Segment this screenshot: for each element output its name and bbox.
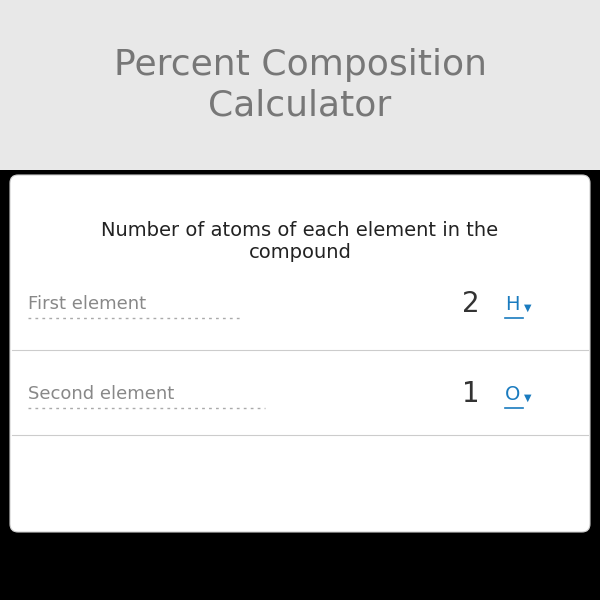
Text: Second element: Second element xyxy=(28,385,174,403)
Text: compound: compound xyxy=(248,242,352,262)
Text: 2: 2 xyxy=(463,290,480,318)
FancyBboxPatch shape xyxy=(10,175,590,532)
Text: O: O xyxy=(505,385,520,403)
Text: Percent Composition: Percent Composition xyxy=(113,48,487,82)
Text: H: H xyxy=(505,295,520,313)
Text: Number of atoms of each element in the: Number of atoms of each element in the xyxy=(101,220,499,239)
Text: 1: 1 xyxy=(463,380,480,408)
Text: First element: First element xyxy=(28,295,146,313)
Text: ▼: ▼ xyxy=(524,303,532,313)
Text: ▼: ▼ xyxy=(524,393,532,403)
FancyBboxPatch shape xyxy=(0,0,600,170)
Text: Calculator: Calculator xyxy=(208,88,392,122)
